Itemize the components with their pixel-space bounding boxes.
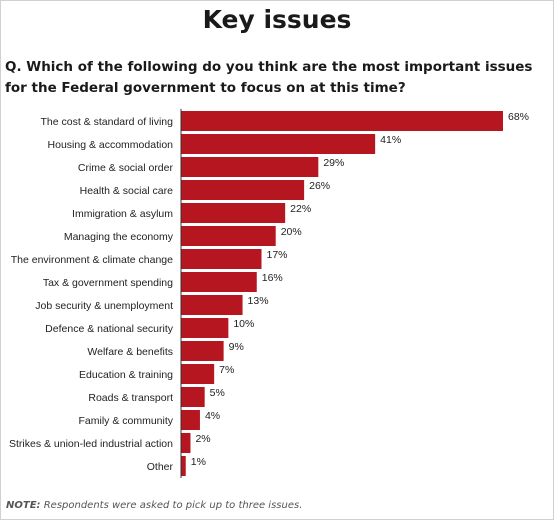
bar [181,272,257,292]
value-label: 22% [290,203,311,215]
footnote-text: Respondents were asked to pick up to thr… [43,500,303,511]
value-label: 68% [508,111,529,123]
category-label: Health & social care [80,185,174,197]
value-label: 5% [210,387,225,399]
chart-title: Key issues [202,5,352,34]
bar [181,364,215,384]
value-label: 9% [229,341,244,353]
category-label: Education & training [79,369,173,381]
value-label: 41% [380,134,401,146]
bar [181,387,205,407]
bar [181,456,186,476]
value-label: 2% [195,433,210,445]
bar [181,134,376,154]
bar [181,203,286,223]
category-label: Strikes & union-led industrial action [9,438,173,450]
bar [181,295,243,315]
bar [181,410,200,430]
bar [181,318,229,338]
value-label: 13% [248,295,269,307]
bar [181,341,224,361]
value-label: 20% [281,226,302,238]
category-label: Defence & national security [45,323,174,335]
bar-chart: The cost & standard of living 68% Housing … [9,109,529,478]
survey-question: Q. Which of the following do you think a… [5,59,533,96]
value-label: 17% [267,249,288,261]
bar [181,226,276,246]
value-label: 4% [205,410,220,422]
bar [181,180,305,200]
bar [181,111,503,131]
category-label: Other [147,461,174,473]
category-label: The environment & climate change [11,254,173,266]
value-label: 7% [219,364,234,376]
bar [181,157,319,177]
category-label: Immigration & asylum [72,208,173,220]
category-label: Family & community [78,415,173,427]
value-label: 26% [309,180,330,192]
category-label: Crime & social order [78,162,174,174]
bar [181,249,262,269]
bar [181,433,191,453]
category-label: The cost & standard of living [41,116,174,128]
value-label: 16% [262,272,283,284]
category-label: Managing the economy [64,231,174,243]
value-label: 1% [191,456,206,468]
footnote: NOTE: Respondents were asked to pick up … [6,500,302,511]
value-label: 29% [323,157,344,169]
category-label: Housing & accommodation [48,139,174,151]
value-label: 10% [233,318,254,330]
footnote-label: NOTE: [6,500,41,511]
category-label: Welfare & benefits [87,346,173,358]
category-label: Job security & unemployment [35,300,173,312]
category-label: Tax & government spending [43,277,173,289]
category-label: Roads & transport [88,392,173,404]
